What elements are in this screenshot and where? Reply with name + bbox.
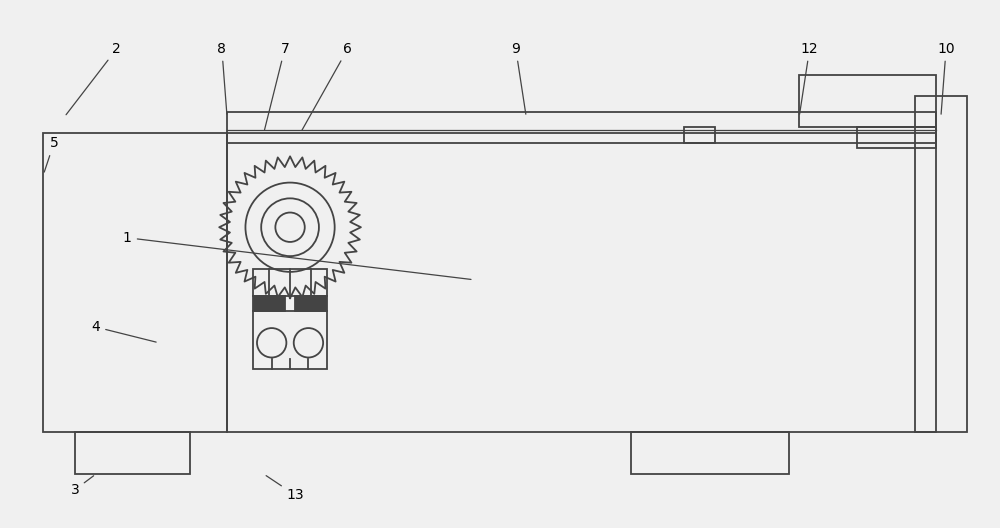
Text: 2: 2	[66, 42, 121, 115]
Bar	[253, 269, 327, 296]
Text: 8: 8	[217, 42, 227, 114]
Bar	[227, 112, 936, 143]
Text: 6: 6	[302, 42, 352, 130]
Text: 12: 12	[800, 42, 818, 114]
Text: 7: 7	[264, 42, 289, 130]
Bar	[75, 432, 190, 474]
Bar	[857, 127, 936, 148]
Text: 3: 3	[70, 476, 94, 497]
Bar	[915, 96, 967, 432]
Bar	[295, 296, 327, 312]
Text: 9: 9	[511, 42, 526, 114]
Text: 13: 13	[266, 476, 304, 502]
Bar	[43, 133, 227, 432]
Text: 4: 4	[91, 320, 156, 342]
Bar	[253, 312, 327, 369]
Bar	[631, 432, 789, 474]
Bar	[227, 133, 936, 432]
Text: 1: 1	[123, 231, 471, 279]
Bar	[684, 127, 715, 143]
Text: 5: 5	[44, 136, 58, 172]
Bar	[253, 296, 285, 312]
Bar	[799, 75, 936, 127]
Text: 10: 10	[937, 42, 955, 114]
